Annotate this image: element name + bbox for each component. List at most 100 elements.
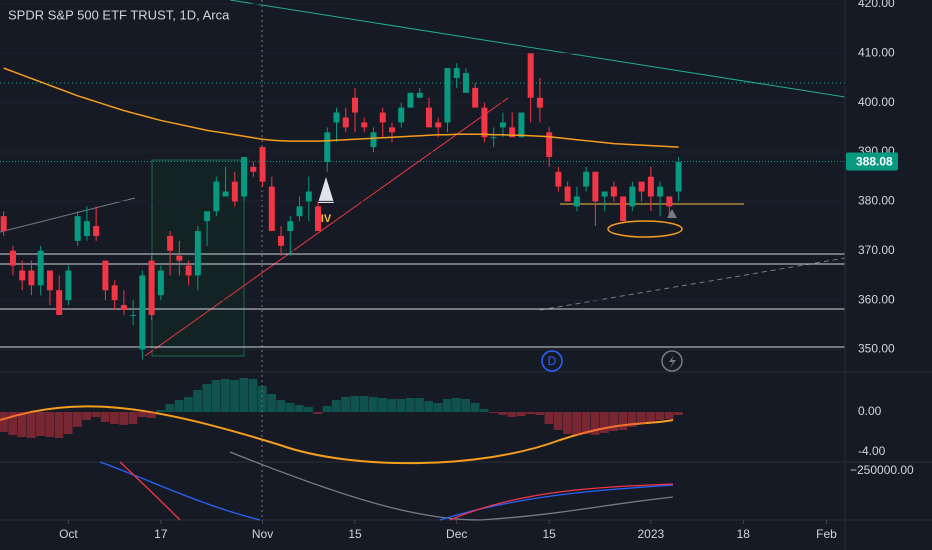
candle-body: [435, 122, 442, 128]
candle-body: [102, 260, 109, 291]
y-tick-label: 410.00: [858, 46, 895, 60]
histogram-bar: [535, 412, 545, 415]
candle-body: [0, 216, 7, 232]
histogram-bar: [276, 400, 286, 412]
histogram-bar: [257, 386, 267, 412]
histogram-bar: [489, 412, 498, 413]
histogram-bar: [110, 412, 119, 424]
histogram-bar: [17, 412, 27, 437]
histogram-bar: [655, 412, 665, 420]
histogram-bar: [156, 410, 165, 412]
histogram-bar: [100, 412, 110, 422]
histogram-bar: [331, 400, 341, 412]
indicator-line: [119, 461, 674, 521]
event-badge[interactable]: [541, 350, 563, 372]
histogram-bar: [36, 412, 45, 436]
candle-body: [629, 186, 636, 207]
histogram-bar: [248, 379, 258, 412]
candle-body: [19, 270, 26, 281]
histogram-bar: [553, 412, 563, 430]
candle-body: [481, 107, 488, 138]
histogram-bar: [193, 390, 202, 412]
candle-body: [241, 156, 248, 197]
candle-body: [204, 211, 211, 222]
x-tick-label: Dec: [446, 527, 467, 541]
y-tick-label: -4.00: [858, 444, 886, 458]
histogram-bar: [516, 412, 526, 416]
histogram-bar: [322, 406, 332, 412]
candle-body: [185, 265, 192, 276]
x-tick-label: 2023: [638, 527, 665, 541]
candle-body: [444, 68, 451, 123]
candle-body: [111, 285, 118, 301]
candle-body: [638, 181, 645, 192]
x-tick-label: 15: [348, 527, 362, 541]
candle-body: [610, 186, 617, 197]
candle-body: [472, 87, 479, 108]
histogram-bar: [63, 412, 73, 434]
histogram-bar: [8, 412, 18, 435]
chart-title: SPDR S&P 500 ETF TRUST, 1D, Arca: [8, 7, 230, 22]
moving-average: [3, 67, 679, 148]
y-tick-label: 420.00: [858, 0, 895, 10]
candle-body: [592, 171, 599, 202]
candle-body: [37, 250, 44, 286]
annotation: IV: [321, 213, 332, 225]
histogram-bar: [119, 412, 129, 425]
histogram-bar: [359, 396, 369, 412]
histogram-bar: [433, 403, 443, 412]
candle-body: [555, 171, 562, 187]
histogram-bar: [387, 399, 397, 412]
histogram-bar: [54, 412, 64, 438]
histogram-bar: [45, 412, 55, 437]
histogram-bar: [452, 398, 461, 412]
trendline: [229, 0, 846, 98]
candle-body: [388, 127, 395, 133]
histogram-bar: [183, 397, 193, 412]
histogram-bar: [470, 403, 480, 412]
histogram-bar: [664, 412, 674, 419]
candle-body: [675, 161, 682, 192]
alert-badge[interactable]: [661, 350, 683, 372]
histogram-bar: [304, 407, 313, 412]
candle-body: [28, 270, 35, 286]
candle-body: [194, 231, 201, 276]
candle-body: [490, 137, 497, 139]
candle-body: [352, 97, 359, 113]
candle-body: [93, 226, 100, 236]
histogram-bar: [581, 412, 591, 434]
histogram-bar: [526, 412, 535, 414]
candle-body: [416, 92, 423, 98]
histogram-bar: [461, 399, 471, 412]
histogram-bar: [507, 412, 517, 417]
indicator-line: [229, 451, 674, 521]
histogram-bar: [415, 398, 424, 412]
y-tick-label: 350.00: [858, 342, 895, 356]
candle-body: [74, 216, 81, 241]
candle-body: [379, 112, 386, 123]
indicator-line: [0, 405, 674, 465]
histogram-bar: [405, 398, 415, 412]
y-tick-label: 360.00: [858, 292, 895, 306]
candle-body: [65, 270, 72, 301]
x-tick-label: 15: [542, 527, 556, 541]
histogram-bar: [165, 404, 175, 412]
histogram-bar: [618, 412, 628, 430]
y-tick-label: 0.00: [858, 404, 882, 418]
candle-body: [46, 270, 53, 291]
candle-body: [647, 176, 654, 197]
indicator-line: [99, 461, 674, 521]
candle-body: [305, 191, 312, 202]
candle-body: [157, 270, 164, 296]
histogram-bar: [91, 412, 101, 417]
histogram-bar: [202, 384, 212, 412]
candle-body: [518, 112, 525, 138]
candle-body: [370, 132, 377, 148]
histogram-bar: [128, 412, 138, 424]
x-tick-label: 17: [154, 527, 168, 541]
histogram-bar: [285, 403, 295, 412]
candle-body: [250, 166, 257, 172]
histogram-bar: [544, 412, 554, 424]
candle-body: [83, 221, 90, 236]
